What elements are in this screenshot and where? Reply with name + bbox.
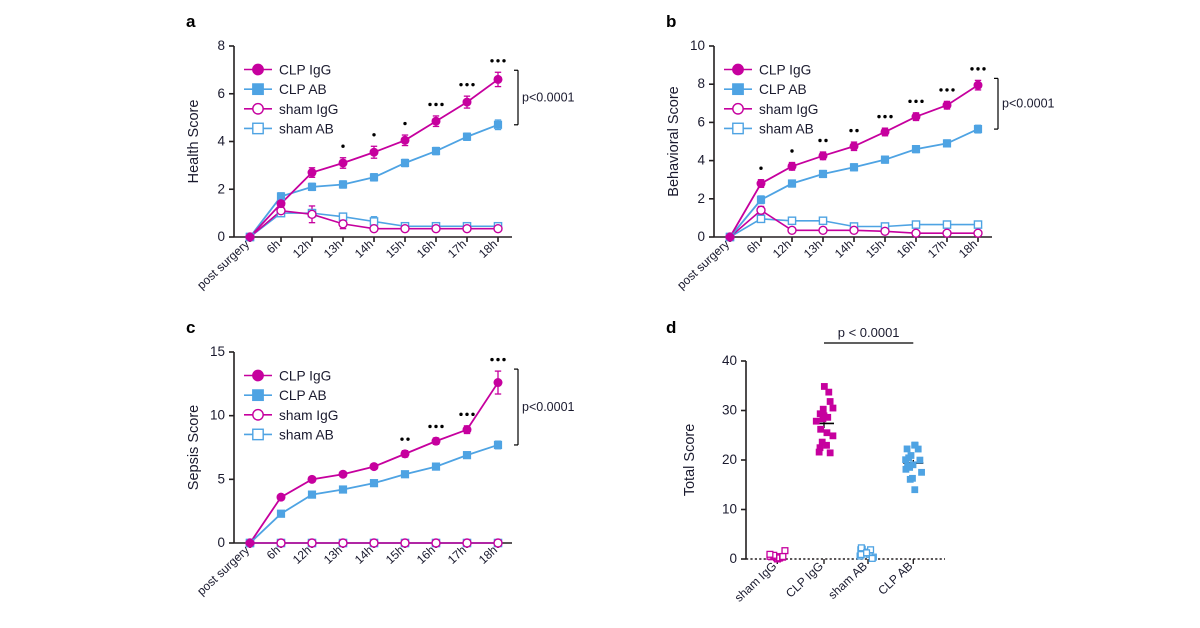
svg-text:8: 8: [697, 76, 705, 91]
svg-text:sham IgG: sham IgG: [759, 102, 818, 117]
svg-text:15h: 15h: [863, 237, 887, 261]
svg-text:0: 0: [217, 535, 225, 550]
svg-text:sham IgG: sham IgG: [732, 559, 780, 605]
svg-text:15: 15: [210, 344, 225, 359]
svg-text:30: 30: [722, 403, 737, 418]
svg-text:sham AB: sham AB: [279, 121, 334, 136]
svg-text:CLP IgG: CLP IgG: [279, 63, 331, 78]
svg-text:p<0.0001: p<0.0001: [1002, 97, 1055, 111]
svg-text:14h: 14h: [832, 237, 856, 261]
svg-text:16h: 16h: [414, 237, 438, 261]
svg-text:6: 6: [697, 114, 705, 129]
svg-text:2: 2: [697, 191, 705, 206]
svg-text:12h: 12h: [770, 237, 794, 261]
svg-text:sham IgG: sham IgG: [279, 408, 338, 423]
svg-text:p < 0.0001: p < 0.0001: [838, 325, 900, 340]
svg-text:sham AB: sham AB: [825, 559, 870, 602]
svg-text:post surgery: post surgery: [674, 237, 732, 292]
svg-text:6: 6: [217, 86, 225, 101]
svg-text:Behavioral Score: Behavioral Score: [666, 86, 682, 196]
svg-text:d: d: [666, 318, 676, 337]
svg-text:sham AB: sham AB: [759, 121, 814, 136]
svg-text:CLP AB: CLP AB: [279, 82, 327, 97]
svg-text:0: 0: [729, 551, 737, 566]
svg-text:CLP AB: CLP AB: [279, 388, 327, 403]
svg-text:13h: 13h: [321, 237, 345, 261]
svg-text:post surgery: post surgery: [194, 237, 252, 292]
svg-text:CLP AB: CLP AB: [759, 82, 807, 97]
svg-text:Sepsis Score: Sepsis Score: [186, 405, 202, 490]
svg-text:4: 4: [217, 134, 225, 149]
svg-text:CLP IgG: CLP IgG: [279, 369, 331, 384]
svg-text:2: 2: [217, 181, 225, 196]
svg-text:10: 10: [690, 38, 705, 53]
svg-text:4: 4: [697, 153, 705, 168]
svg-text:Total Score: Total Score: [682, 424, 698, 497]
svg-text:a: a: [186, 12, 196, 31]
svg-text:14h: 14h: [352, 237, 376, 261]
svg-text:p<0.0001: p<0.0001: [522, 91, 575, 105]
svg-text:c: c: [186, 318, 195, 337]
svg-text:p<0.0001: p<0.0001: [522, 400, 575, 414]
svg-text:10: 10: [722, 502, 737, 517]
svg-text:6h: 6h: [264, 237, 283, 256]
svg-text:5: 5: [217, 471, 225, 486]
svg-text:13h: 13h: [801, 237, 825, 261]
svg-text:b: b: [666, 12, 676, 31]
svg-text:20: 20: [722, 452, 737, 467]
svg-text:CLP IgG: CLP IgG: [783, 559, 826, 600]
svg-text:40: 40: [722, 353, 737, 368]
svg-text:sham IgG: sham IgG: [279, 102, 338, 117]
svg-text:15h: 15h: [383, 237, 407, 261]
svg-text:8: 8: [217, 38, 225, 53]
svg-text:sham AB: sham AB: [279, 427, 334, 442]
svg-text:10: 10: [210, 408, 225, 423]
svg-text:18h: 18h: [956, 237, 980, 261]
svg-text:0: 0: [217, 229, 225, 244]
svg-text:CLP AB: CLP AB: [875, 559, 915, 598]
svg-text:18h: 18h: [476, 237, 500, 261]
svg-text:16h: 16h: [894, 237, 918, 261]
svg-text:0: 0: [697, 229, 705, 244]
svg-text:post surgery: post surgery: [194, 543, 252, 598]
svg-text:17h: 17h: [925, 237, 949, 261]
svg-text:17h: 17h: [445, 237, 469, 261]
svg-text:12h: 12h: [290, 237, 314, 261]
svg-text:Health Score: Health Score: [186, 100, 202, 184]
svg-text:6h: 6h: [744, 237, 763, 256]
svg-text:CLP IgG: CLP IgG: [759, 63, 811, 78]
